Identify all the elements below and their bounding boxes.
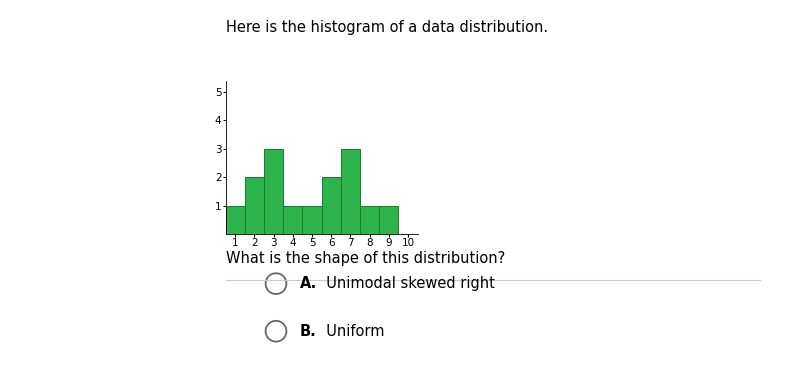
Bar <box>283 206 302 234</box>
Text: Uniform: Uniform <box>317 324 384 339</box>
Bar <box>226 206 245 234</box>
Bar <box>341 149 360 234</box>
Bar <box>264 149 283 234</box>
Text: A.: A. <box>300 276 318 291</box>
Bar <box>360 206 379 234</box>
Text: Unimodal skewed right: Unimodal skewed right <box>317 276 494 291</box>
Text: Here is the histogram of a data distribution.: Here is the histogram of a data distribu… <box>226 20 548 35</box>
Bar <box>322 177 341 234</box>
Text: What is the shape of this distribution?: What is the shape of this distribution? <box>226 251 505 266</box>
Text: B.: B. <box>300 324 317 339</box>
Bar <box>379 206 398 234</box>
Bar <box>302 206 322 234</box>
Bar <box>245 177 264 234</box>
